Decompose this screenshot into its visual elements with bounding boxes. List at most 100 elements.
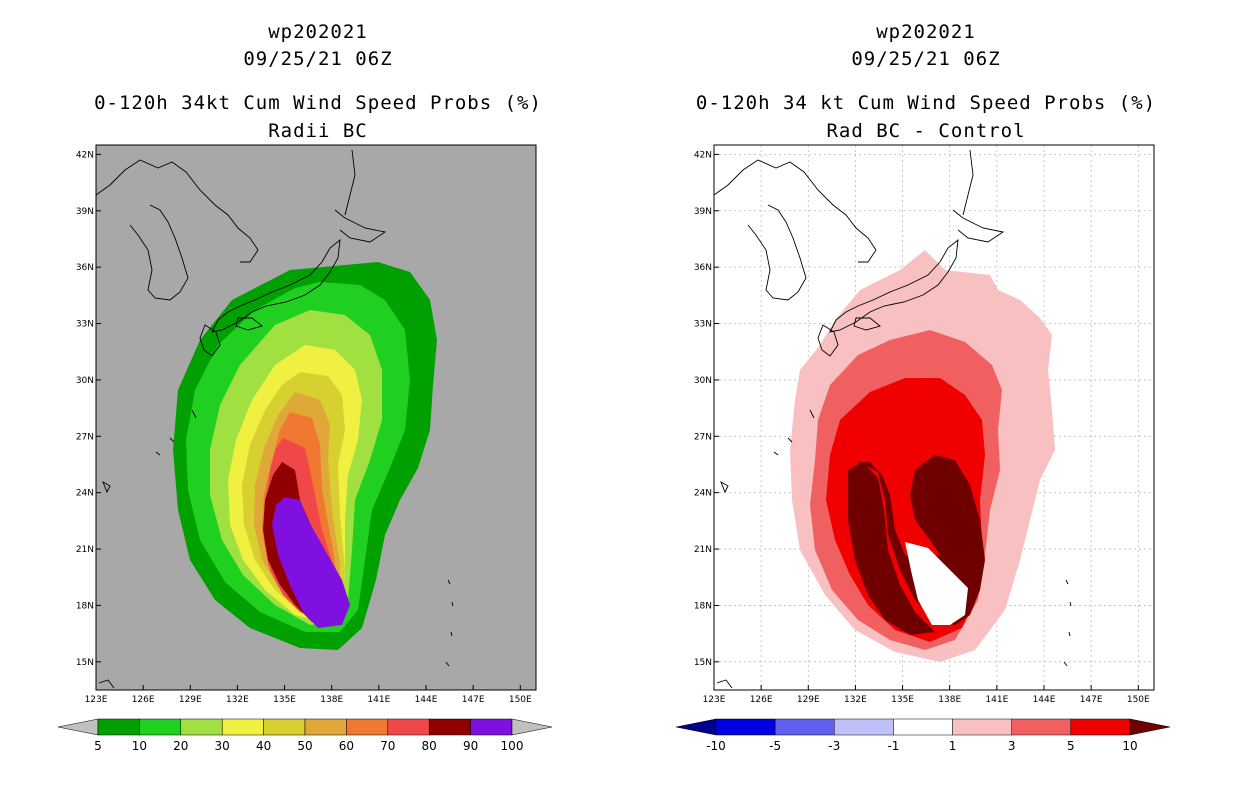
coast-sakhalin [962,149,974,216]
right-storm-id: wp202021 [876,21,976,43]
colorbar-swatch [97,718,140,736]
colorbar-label: 5 [1067,739,1075,753]
diff-contour-3 [810,330,1002,650]
y-tick-label: 30N [694,376,712,386]
x-tick-label: 144E [415,695,438,705]
coast-ryukyu [773,409,815,456]
right-axis-ticks: 123E 126E 129E 132E 135E 138E 141E 144E 147E 150E… [694,150,1150,705]
left-date-time: 09/25/21 06Z [243,48,393,70]
y-tick-label: 42N [76,150,94,160]
x-tick-label: 147E [462,695,485,705]
y-tick-label: 39N [76,207,94,217]
left-axis-ticks: 123E 126E 129E 132E 135E 138E 141E 144E 147E 150E… [76,150,532,705]
coast-korea [129,204,189,301]
colorbar-swatch [893,718,953,736]
coast-honshu [211,238,341,333]
coast-taiwan [720,480,729,494]
y-tick-label: 33N [76,320,94,330]
coast-hokkaido [334,209,387,243]
coast-mainland [95,159,259,263]
contour-60 [262,412,340,618]
colorbar-swatch [715,718,776,736]
diff-contour-5 [826,378,985,642]
y-tick-label: 36N [76,263,94,273]
y-tick-label: 36N [694,263,712,273]
right-map-background [714,145,1154,690]
coast-bonin [445,579,454,667]
contour-100 [272,497,350,628]
coast-hokkaido [952,209,1005,243]
y-tick-label: 27N [76,432,94,442]
left-map-background [96,145,536,690]
colorbar-swatch [304,718,347,736]
y-tick-label: 15N [76,658,94,668]
contour-30 [228,345,362,622]
coast-mainland [713,159,877,263]
right-grid [713,145,1154,690]
colorbar-swatch [263,718,306,736]
x-tick-label: 141E [367,695,390,705]
colorbar-label: 10 [1122,739,1137,753]
x-tick-label: 141E [985,695,1008,705]
y-tick-label: 24N [694,489,712,499]
colorbar-swatch [834,718,894,736]
colorbar-swatch [428,718,471,736]
x-tick-label: 129E [797,695,820,705]
colorbar-label: 20 [173,739,188,753]
contour-10 [186,282,410,632]
colorbar-label: 90 [463,739,478,753]
x-tick-label: 123E [85,695,108,705]
y-tick-label: 21N [694,545,712,555]
diff-contour-1 [790,250,1055,662]
left-probability-contours [173,262,437,650]
colorbar-swatch [1011,718,1072,736]
x-tick-label: 132E [226,695,249,705]
colorbar-label: -3 [828,739,840,753]
coast-sakhalin [344,149,356,216]
colorbar-label: -10 [706,739,726,753]
colorbar-label: 3 [1008,739,1016,753]
right-date-time: 09/25/21 06Z [851,48,1001,70]
colorbar-swatch [1070,718,1131,736]
colorbar-label: 10 [132,739,147,753]
x-tick-label: 150E [509,695,532,705]
y-tick-label: 39N [694,207,712,217]
colorbar-swatch [952,718,1012,736]
x-tick-label: 123E [703,695,726,705]
x-tick-label: 147E [1080,695,1103,705]
colorbar-label: 1 [949,739,957,753]
coast-kyushu [817,324,839,357]
colorbar-label: 80 [422,739,437,753]
y-tick-label: 15N [694,658,712,668]
colorbar-label: 30 [215,739,230,753]
coast-korea [747,204,807,301]
contour-50 [254,392,340,620]
colorbar-label: 40 [256,739,271,753]
coast-luzon [98,679,115,689]
colorbar-end-low [675,718,717,736]
x-tick-label: 135E [273,695,296,705]
y-tick-label: 21N [76,545,94,555]
x-tick-label: 126E [750,695,773,705]
colorbar-end-high [511,718,553,736]
colorbar-label: 50 [297,739,312,753]
colorbar-swatch [346,718,389,736]
contour-70 [264,438,342,622]
y-tick-label: 33N [694,320,712,330]
x-tick-label: 144E [1033,695,1056,705]
colorbar-swatch [221,718,264,736]
left-subtitle: Radii BC [268,120,368,142]
x-tick-label: 129E [179,695,202,705]
colorbar-end-low [57,718,99,736]
colorbar-label: -1 [887,739,899,753]
colorbar-label: -5 [769,739,781,753]
colorbar-swatch [387,718,430,736]
coast-shikoku [853,317,881,331]
colorbar-label: 5 [94,739,102,753]
contour-5 [173,262,437,650]
right-map-frame [713,144,1155,691]
y-tick-label: 42N [694,150,712,160]
colorbar-swatch [774,718,835,736]
left-product-title: 0-120h 34kt Cum Wind Speed Probs (%) [94,92,542,114]
coast-kyushu [199,324,221,357]
